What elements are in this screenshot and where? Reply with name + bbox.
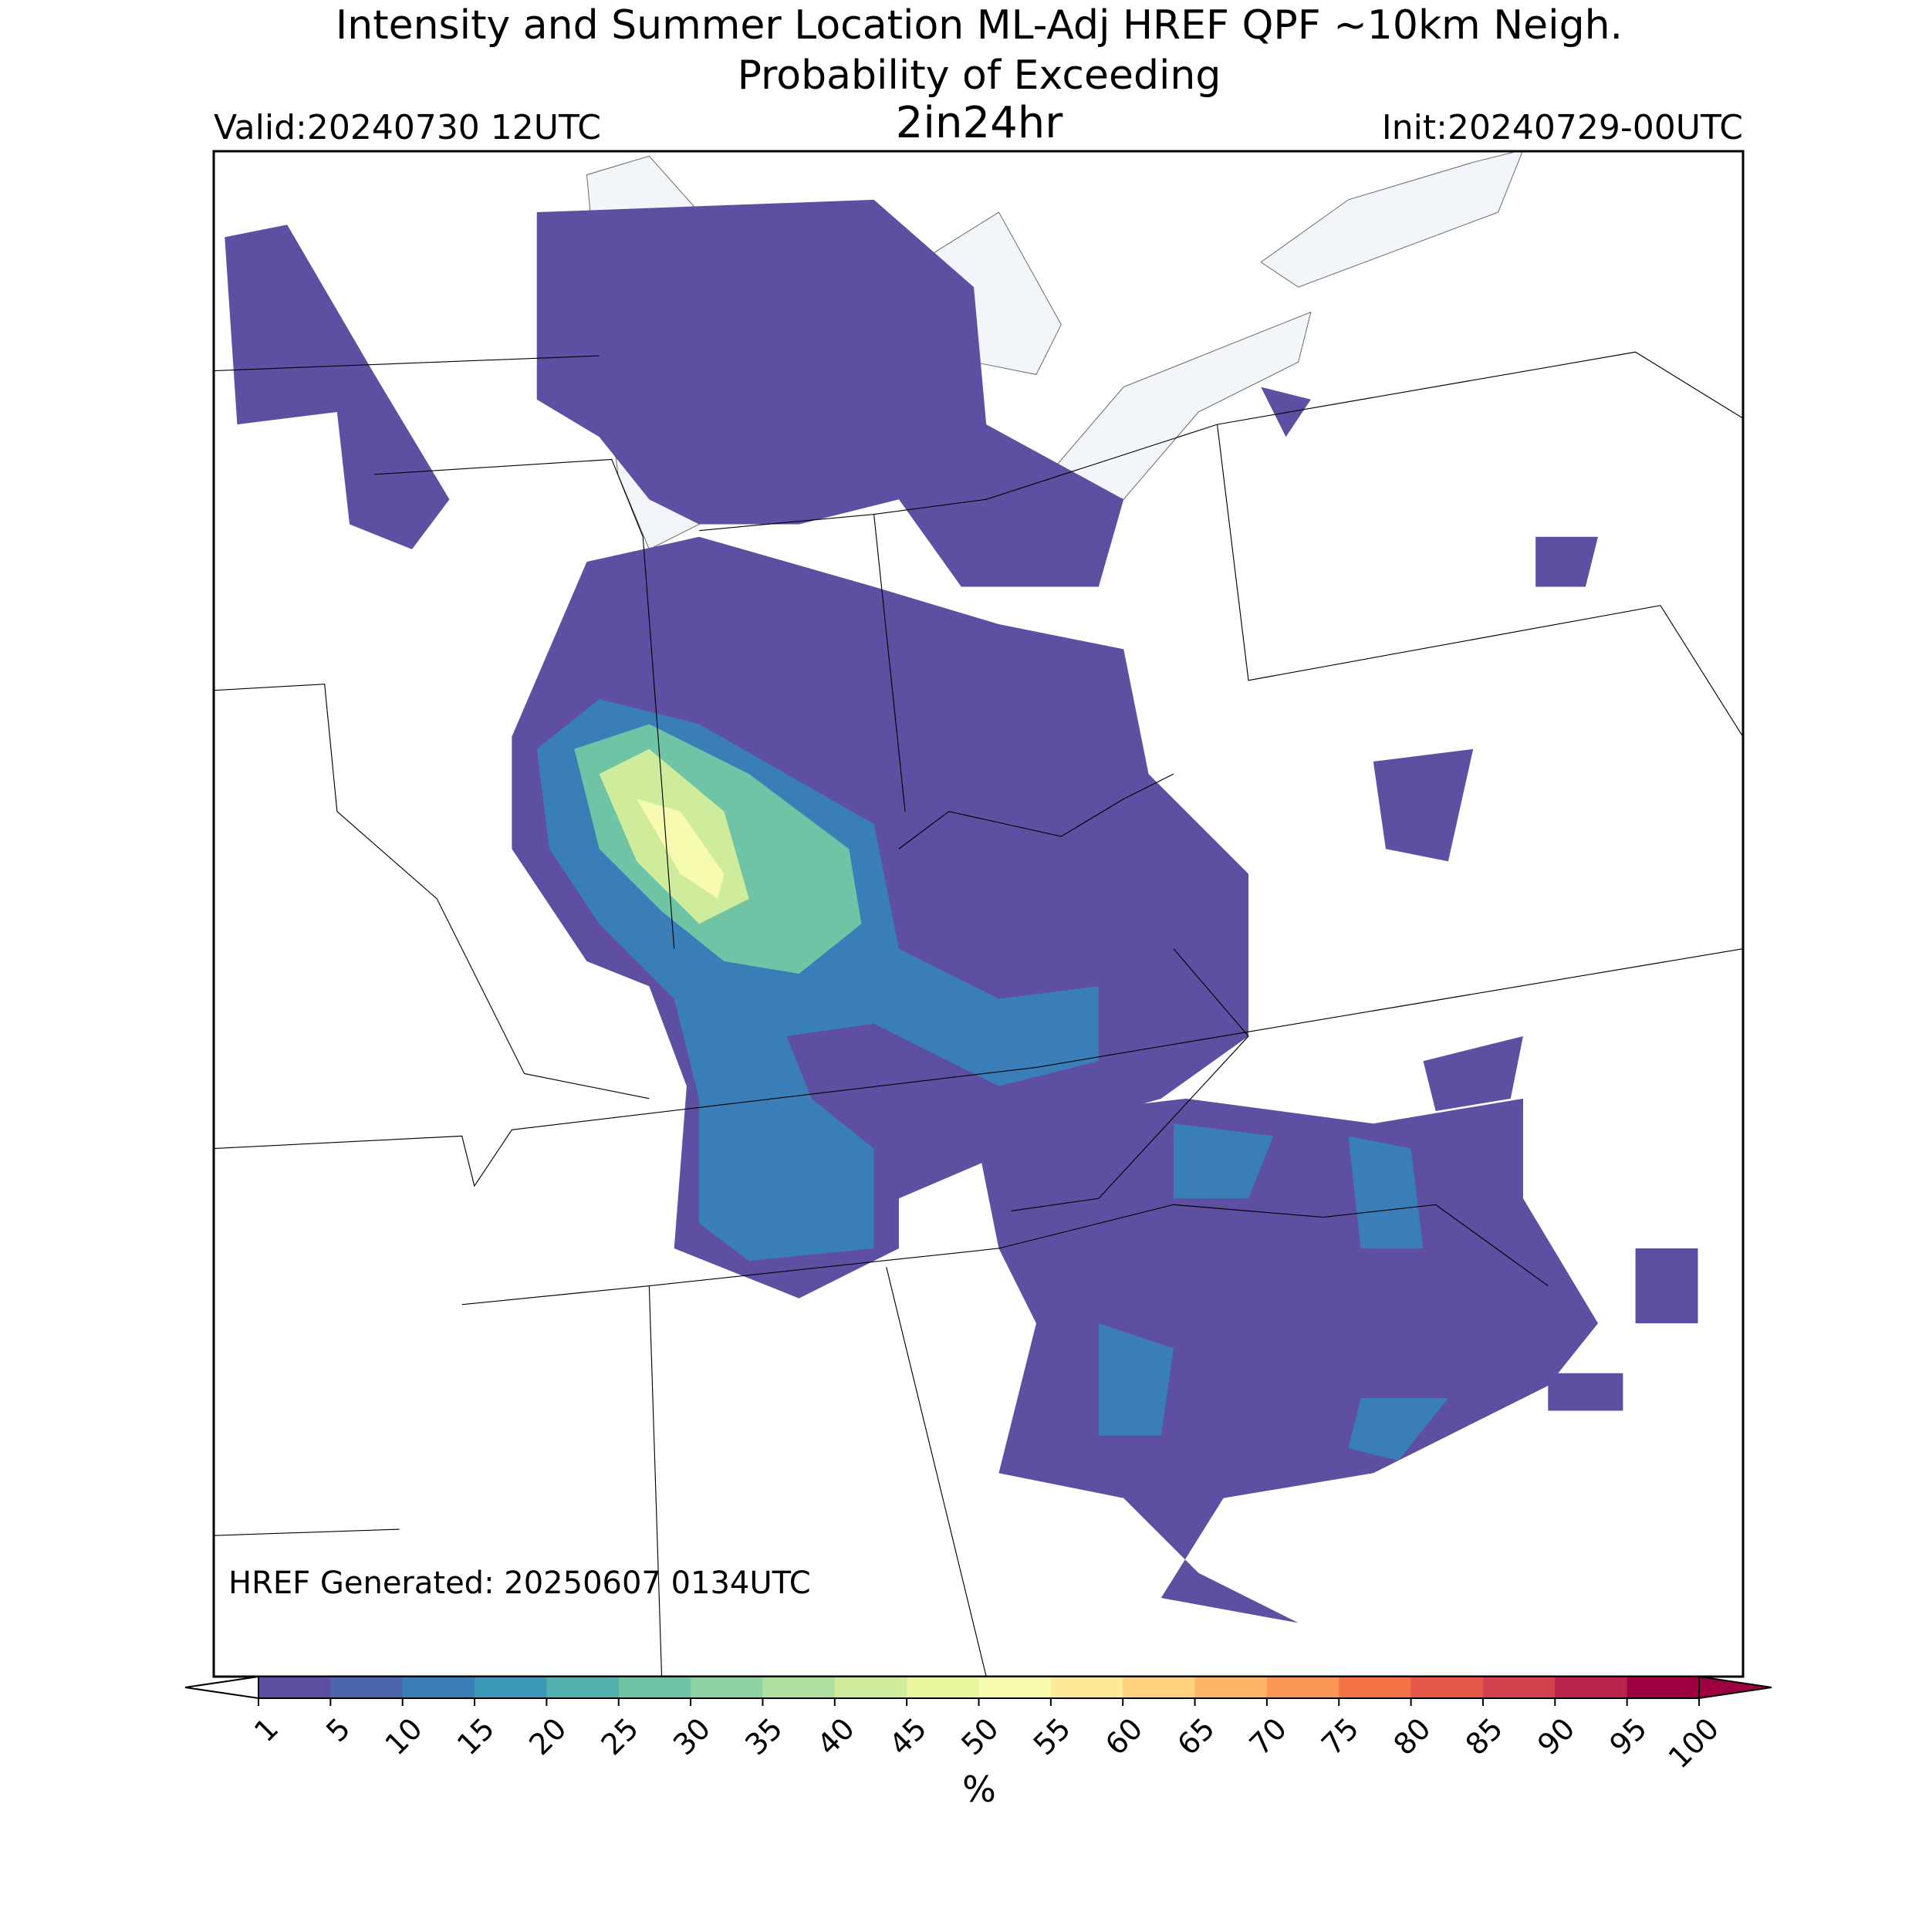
colorbar-tick-label: 50 <box>954 1711 1005 1761</box>
colorbar-tick-label: 65 <box>1171 1711 1221 1761</box>
colorbar-segment <box>762 1677 836 1698</box>
colorbar-under <box>184 1675 259 1700</box>
colorbar-segment <box>691 1677 763 1698</box>
colorbar-segment <box>978 1677 1052 1698</box>
colorbar-tick-label: 5 <box>319 1711 356 1748</box>
colorbar-tick-label: 25 <box>595 1711 645 1761</box>
map <box>213 150 1743 1677</box>
colorbar-segment <box>475 1677 547 1698</box>
colorbar-segment <box>1123 1677 1196 1698</box>
colorbar-tick-label: 60 <box>1099 1711 1149 1761</box>
colorbar-tick-label: 80 <box>1387 1711 1437 1761</box>
colorbar-segment <box>1627 1677 1700 1698</box>
colorbar-tick-label: 45 <box>883 1711 933 1761</box>
colorbar-segment <box>258 1677 331 1698</box>
colorbar-tick-label: 20 <box>522 1711 573 1761</box>
lake <box>1048 311 1312 500</box>
colorbar-segment <box>1050 1677 1123 1698</box>
colorbar-tick-label: 75 <box>1315 1711 1365 1761</box>
colorbar-tick-label: 35 <box>738 1711 789 1761</box>
colorbar-segment <box>618 1677 691 1698</box>
init-time: Init:20240729-00UTC <box>1382 108 1743 147</box>
colorbar: 1 5 10 15 20 25 30 35 40 45 50 55 60 65 70 75 80 85 90 95 10… <box>184 1675 1772 1775</box>
colorbar-segment <box>1194 1677 1268 1698</box>
colorbar-tick-label: 90 <box>1531 1711 1581 1761</box>
colorbar-label: % <box>962 1768 996 1810</box>
colorbar-tick-label: 30 <box>667 1711 717 1761</box>
colorbar-tick-label: 85 <box>1459 1711 1509 1761</box>
colorbar-segment <box>1555 1677 1628 1698</box>
precip-areas <box>225 199 1698 1623</box>
valid-time: Valid:20240730 12UTC <box>214 108 601 147</box>
colorbar-segment <box>907 1677 979 1698</box>
subtitle: Probability of Exceeding <box>738 52 1221 99</box>
title: Intensity and Summer Location ML-Adj HRE… <box>336 2 1623 49</box>
colorbar-over <box>1698 1675 1772 1700</box>
colorbar-tick-label: 10 <box>379 1711 429 1761</box>
colorbar-tick-label: 70 <box>1243 1711 1293 1761</box>
colorbar-tick-label: 55 <box>1027 1711 1077 1761</box>
colorbar-tick-label: 95 <box>1603 1711 1654 1761</box>
colorbar-segment <box>1339 1677 1412 1698</box>
colorbar-segment <box>546 1677 620 1698</box>
colorbar-segment <box>330 1677 404 1698</box>
colorbar-segment <box>1410 1677 1484 1698</box>
lake <box>1260 150 1523 288</box>
colorbar-segment <box>834 1677 907 1698</box>
generated-note: HREF Generated: 20250607 0134UTC <box>228 1566 811 1601</box>
colorbar-segment <box>1266 1677 1339 1698</box>
colorbar-tick-label: 15 <box>451 1711 501 1761</box>
threshold: 2in24hr <box>896 98 1063 148</box>
state-borders <box>213 351 1743 1677</box>
colorbar-tick-label: 40 <box>811 1711 861 1761</box>
colorbar-segment <box>402 1677 475 1698</box>
colorbar-tick-label: 1 <box>248 1711 285 1748</box>
colorbar-segment <box>1482 1677 1556 1698</box>
colorbar-tick-label: 100 <box>1662 1711 1725 1775</box>
